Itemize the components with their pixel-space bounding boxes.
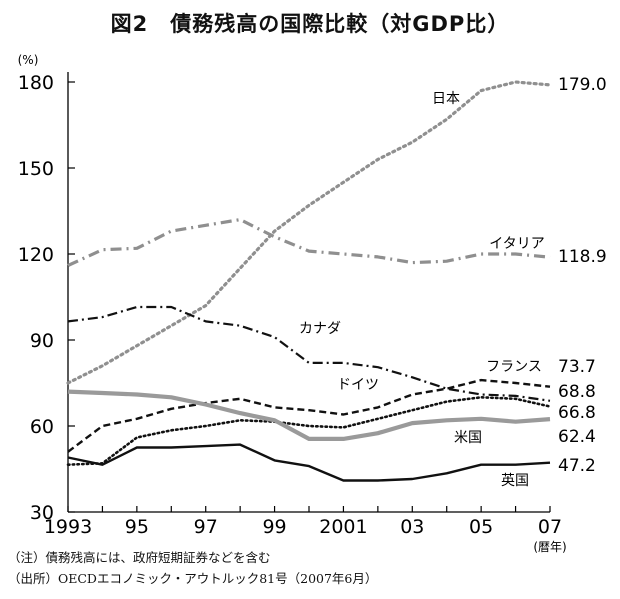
x-tick-label: 03 <box>400 516 424 538</box>
end-value-label-france: 73.7 <box>558 357 596 377</box>
footnote-source: （出所）OECDエコノミック・アウトルック81号（2007年6月） <box>8 571 378 586</box>
series-name-uk: 英国 <box>501 472 529 489</box>
series-layer <box>66 80 552 482</box>
x-tick-label: 95 <box>125 516 149 538</box>
series-line-canada <box>67 305 551 402</box>
y-tick-label: 180 <box>18 72 54 94</box>
series-line-germany <box>66 395 552 467</box>
end-value-label-italy: 118.9 <box>558 247 607 267</box>
end-value-label-canada: 68.8 <box>558 382 596 402</box>
series-name-germany: ドイツ <box>337 377 379 393</box>
chart-title: 図2 債務残高の国際比較（対GDP比） <box>110 12 510 36</box>
end-value-label-uk: 47.2 <box>558 456 596 476</box>
x-tick-label: 1993 <box>44 516 92 538</box>
x-tick-label: 99 <box>262 516 286 538</box>
y-tick-label: 30 <box>30 502 54 524</box>
y-tick-label: 150 <box>18 158 54 180</box>
end-value-label-germany: 66.8 <box>558 403 596 423</box>
series-line-usa <box>67 389 551 441</box>
series-line-france <box>67 378 551 453</box>
series-name-usa: 米国 <box>454 430 482 446</box>
axes: 30 60 90 120 150 180 (%) 1993 95 97 99 2001 03 05 07 (暦… <box>18 53 567 554</box>
end-value-label-japan: 179.0 <box>558 75 607 95</box>
x-axis-unit-label: (暦年) <box>533 540 566 554</box>
x-tick-label: 2001 <box>319 516 367 538</box>
y-tick-label: 120 <box>18 244 54 266</box>
end-value-label-usa: 62.4 <box>558 427 596 447</box>
y-tick-label: 60 <box>30 416 54 438</box>
x-tick-label: 97 <box>194 516 218 538</box>
x-tick-label: 05 <box>469 516 493 538</box>
series-name-canada: カナダ <box>299 321 341 337</box>
x-tick-label: 07 <box>538 516 562 538</box>
series-name-italy: イタリア <box>489 236 544 252</box>
series-line-japan <box>66 80 552 385</box>
series-line-uk <box>67 443 551 482</box>
series-name-japan: 日本 <box>432 91 460 107</box>
footnote-note: （注）債務残高には、政府短期証券などを含む <box>8 550 271 565</box>
y-tick-label: 90 <box>30 330 54 352</box>
y-axis-unit-label: (%) <box>18 53 39 67</box>
series-name-france: フランス <box>486 359 542 375</box>
series-line-italy <box>67 218 551 267</box>
